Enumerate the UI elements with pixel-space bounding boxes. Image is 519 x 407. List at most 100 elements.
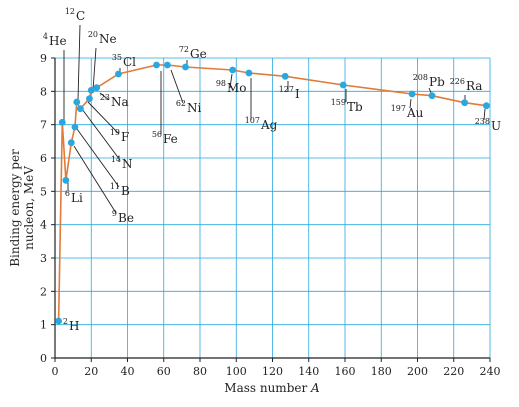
isotope-mass-h: 2 xyxy=(63,317,68,326)
leader-line-c xyxy=(77,24,81,101)
isotope-mass-n: 14 xyxy=(111,155,121,164)
x-tick-label-180: 180 xyxy=(371,365,392,378)
isotope-mass-ni: 62 xyxy=(176,99,186,108)
data-point-b-11 xyxy=(71,123,79,131)
data-point-f-19 xyxy=(86,95,93,103)
x-tick-label-200: 200 xyxy=(407,365,428,378)
isotope-symbol-li: Li xyxy=(71,191,83,205)
y-tick-label-1: 1 xyxy=(40,319,47,332)
x-tick-label-20: 20 xyxy=(84,365,98,378)
isotope-symbol-i: I xyxy=(295,87,300,101)
y-tick-label-8: 8 xyxy=(40,85,47,98)
data-point-ra-226 xyxy=(461,99,469,107)
ticks-layer: 0 20 40 60 80 100 120 140 160 180 200 220 2400123456… xyxy=(40,52,501,378)
isotope-mass-na: 23 xyxy=(100,93,110,102)
leader-line-f xyxy=(87,101,120,135)
data-point-na-23 xyxy=(93,84,101,92)
y-tick-label-9: 9 xyxy=(40,52,47,65)
x-tick-label-140: 140 xyxy=(298,365,319,378)
isotope-symbol-u: U xyxy=(491,119,501,133)
y-tick-label-6: 6 xyxy=(40,152,47,165)
isotope-mass-fe: 56 xyxy=(152,130,162,139)
y-tick-label-7: 7 xyxy=(40,119,47,132)
isotope-symbol-tb: Tb xyxy=(347,100,363,114)
leader-line-au xyxy=(409,98,412,109)
isotope-mass-tb: 159 xyxy=(331,98,346,107)
isotope-symbol-ne: Ne xyxy=(99,32,117,46)
data-point-li-6 xyxy=(62,176,70,184)
isotope-symbol-na: Na xyxy=(111,95,129,109)
leader-line-mo xyxy=(229,73,233,89)
isotope-symbol-fe: Fe xyxy=(163,132,178,146)
isotope-symbol-n: N xyxy=(122,157,133,171)
isotope-mass-pb: 208 xyxy=(413,73,428,82)
isotope-mass-c: 12 xyxy=(65,7,75,16)
isotope-mass-he: 4 xyxy=(43,32,48,41)
leader-line-n xyxy=(81,108,121,161)
y-tick-label-0: 0 xyxy=(40,352,47,365)
isotope-symbol-pb: Pb xyxy=(429,75,445,89)
leader-line-ne xyxy=(92,47,97,91)
x-tick-label-120: 120 xyxy=(262,365,283,378)
isotope-mass-i: 127 xyxy=(279,85,294,94)
x-tick-label-80: 80 xyxy=(193,365,207,378)
data-point-ne-20 xyxy=(87,86,95,94)
data-point-au-197 xyxy=(408,90,416,98)
y-tick-label-4: 4 xyxy=(40,219,47,232)
data-point-fe-56 xyxy=(153,61,160,69)
data-point-pb-208 xyxy=(428,92,436,100)
data-point-he-4 xyxy=(58,118,66,126)
leader-layer xyxy=(63,24,486,214)
leader-line-ni xyxy=(170,69,184,104)
y-axis-title: Binding energy pernucleon, MeV xyxy=(8,149,36,267)
isotope-symbol-mo: Mo xyxy=(227,81,247,95)
isotope-mass-ra: 226 xyxy=(450,77,465,86)
binding-energy-curve xyxy=(57,64,487,322)
isotope-symbol-h: H xyxy=(69,319,79,333)
isotope-symbol-b: B xyxy=(121,184,130,198)
leader-line-na xyxy=(99,92,110,101)
isotope-mass-li: 6 xyxy=(65,189,70,198)
isotope-mass-b: 11 xyxy=(110,182,120,191)
isotope-symbol-ge: Ge xyxy=(190,47,207,61)
data-point-h-2 xyxy=(55,317,63,325)
leader-line-u xyxy=(483,108,486,121)
x-tick-label-100: 100 xyxy=(226,365,247,378)
isotope-mass-ag: 107 xyxy=(245,116,260,125)
data-point-n-14 xyxy=(76,105,84,113)
data-point-ag-107 xyxy=(245,69,253,77)
isotope-mass-au: 197 xyxy=(391,104,406,113)
isotope-symbol-cl: Cl xyxy=(123,55,136,69)
isotope-mass-ne: 20 xyxy=(88,30,98,39)
isotope-mass-u: 238 xyxy=(475,117,490,126)
data-point-u-238 xyxy=(482,102,490,110)
x-tick-label-0: 0 xyxy=(52,365,59,378)
isotope-mass-ge: 72 xyxy=(179,45,189,54)
isotope-symbol-f: F xyxy=(121,130,129,144)
data-point-be-9 xyxy=(67,139,75,147)
data-point-ni-62 xyxy=(163,61,171,69)
x-tick-label-60: 60 xyxy=(157,365,171,378)
curve-layer xyxy=(57,64,487,322)
data-point-c-12 xyxy=(73,98,81,106)
y-tick-label-3: 3 xyxy=(40,252,47,265)
points-layer xyxy=(55,61,490,325)
isotope-mass-mo: 98 xyxy=(216,79,226,88)
x-axis-title: Mass number A xyxy=(224,381,320,395)
x-tick-label-160: 160 xyxy=(335,365,356,378)
grid-layer xyxy=(55,57,491,358)
isotope-symbol-c: C xyxy=(76,9,85,23)
x-axis-title-var: A xyxy=(310,381,320,395)
y-tick-label-5: 5 xyxy=(40,185,47,198)
data-point-tb-159 xyxy=(339,81,347,89)
isotope-symbol-he: He xyxy=(49,34,67,48)
y-tick-label-2: 2 xyxy=(40,285,47,298)
isotope-symbol-ni: Ni xyxy=(187,101,202,115)
x-tick-label-240: 240 xyxy=(480,365,501,378)
isotope-mass-be: 9 xyxy=(112,209,117,218)
x-axis-title-text: Mass number xyxy=(224,381,311,395)
data-point-ge-72 xyxy=(182,63,189,71)
isotope-symbol-au: Au xyxy=(406,106,424,120)
